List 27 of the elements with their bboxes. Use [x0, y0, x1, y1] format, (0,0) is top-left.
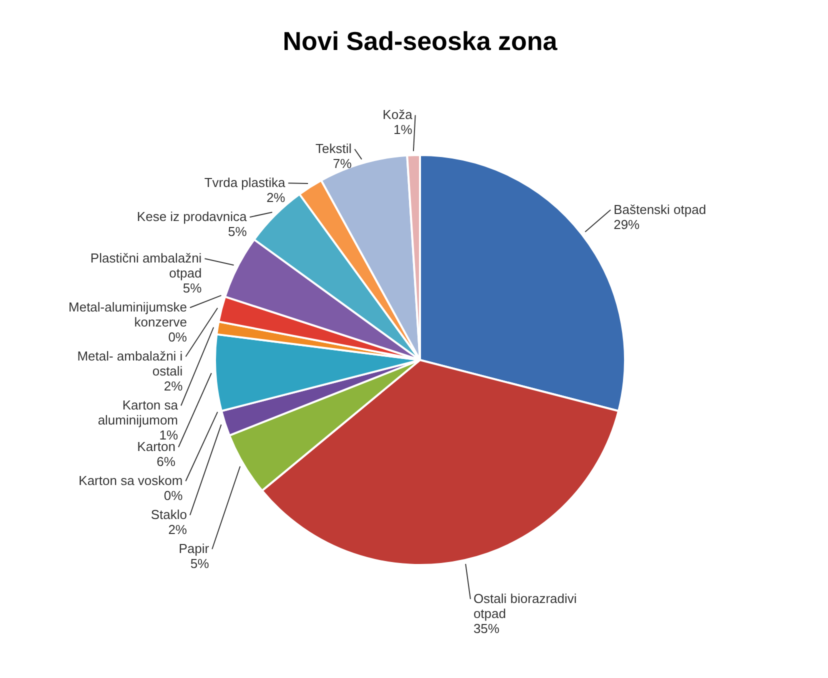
data-label: 5%	[228, 224, 248, 240]
slice-label: Kese iz prodavnica	[136, 209, 248, 224]
data-label: 2%	[168, 522, 188, 538]
data-label: 1%	[394, 122, 413, 138]
category-label: Karton sa voskom	[78, 473, 183, 488]
slice-label: Papir	[178, 541, 210, 556]
slice-label: Tekstil	[316, 141, 352, 156]
data-label: 5%	[190, 556, 210, 572]
data-label: 6%	[156, 454, 176, 470]
slice-label: Ostali biorazradivi otpad	[473, 591, 577, 622]
category-label: Metal-aluminijumske konzerve	[68, 300, 187, 330]
text: 0%	[164, 488, 183, 504]
slice-label: Staklo	[150, 507, 187, 522]
chart-title: Novi Sad-seoska zona	[282, 26, 558, 56]
slice-label: Plastični ambalažni otpad	[90, 250, 202, 281]
data-label: 2%	[164, 378, 184, 394]
data-label: 2%	[266, 190, 286, 206]
slice-label: Metal- ambalažni i ostali	[77, 348, 183, 379]
slice-label: Karton sa aluminijumom	[98, 398, 179, 428]
data-label: 5%	[182, 280, 202, 296]
slice-label: Koža	[382, 107, 414, 122]
data-label: 7%	[332, 156, 352, 172]
text: 0%	[168, 330, 187, 345]
data-label: 29%	[614, 216, 640, 232]
slice-label: Baštenski otpad	[614, 202, 706, 217]
data-label: 35%	[473, 621, 500, 636]
slice-label: Tvrda plastika	[204, 175, 286, 190]
